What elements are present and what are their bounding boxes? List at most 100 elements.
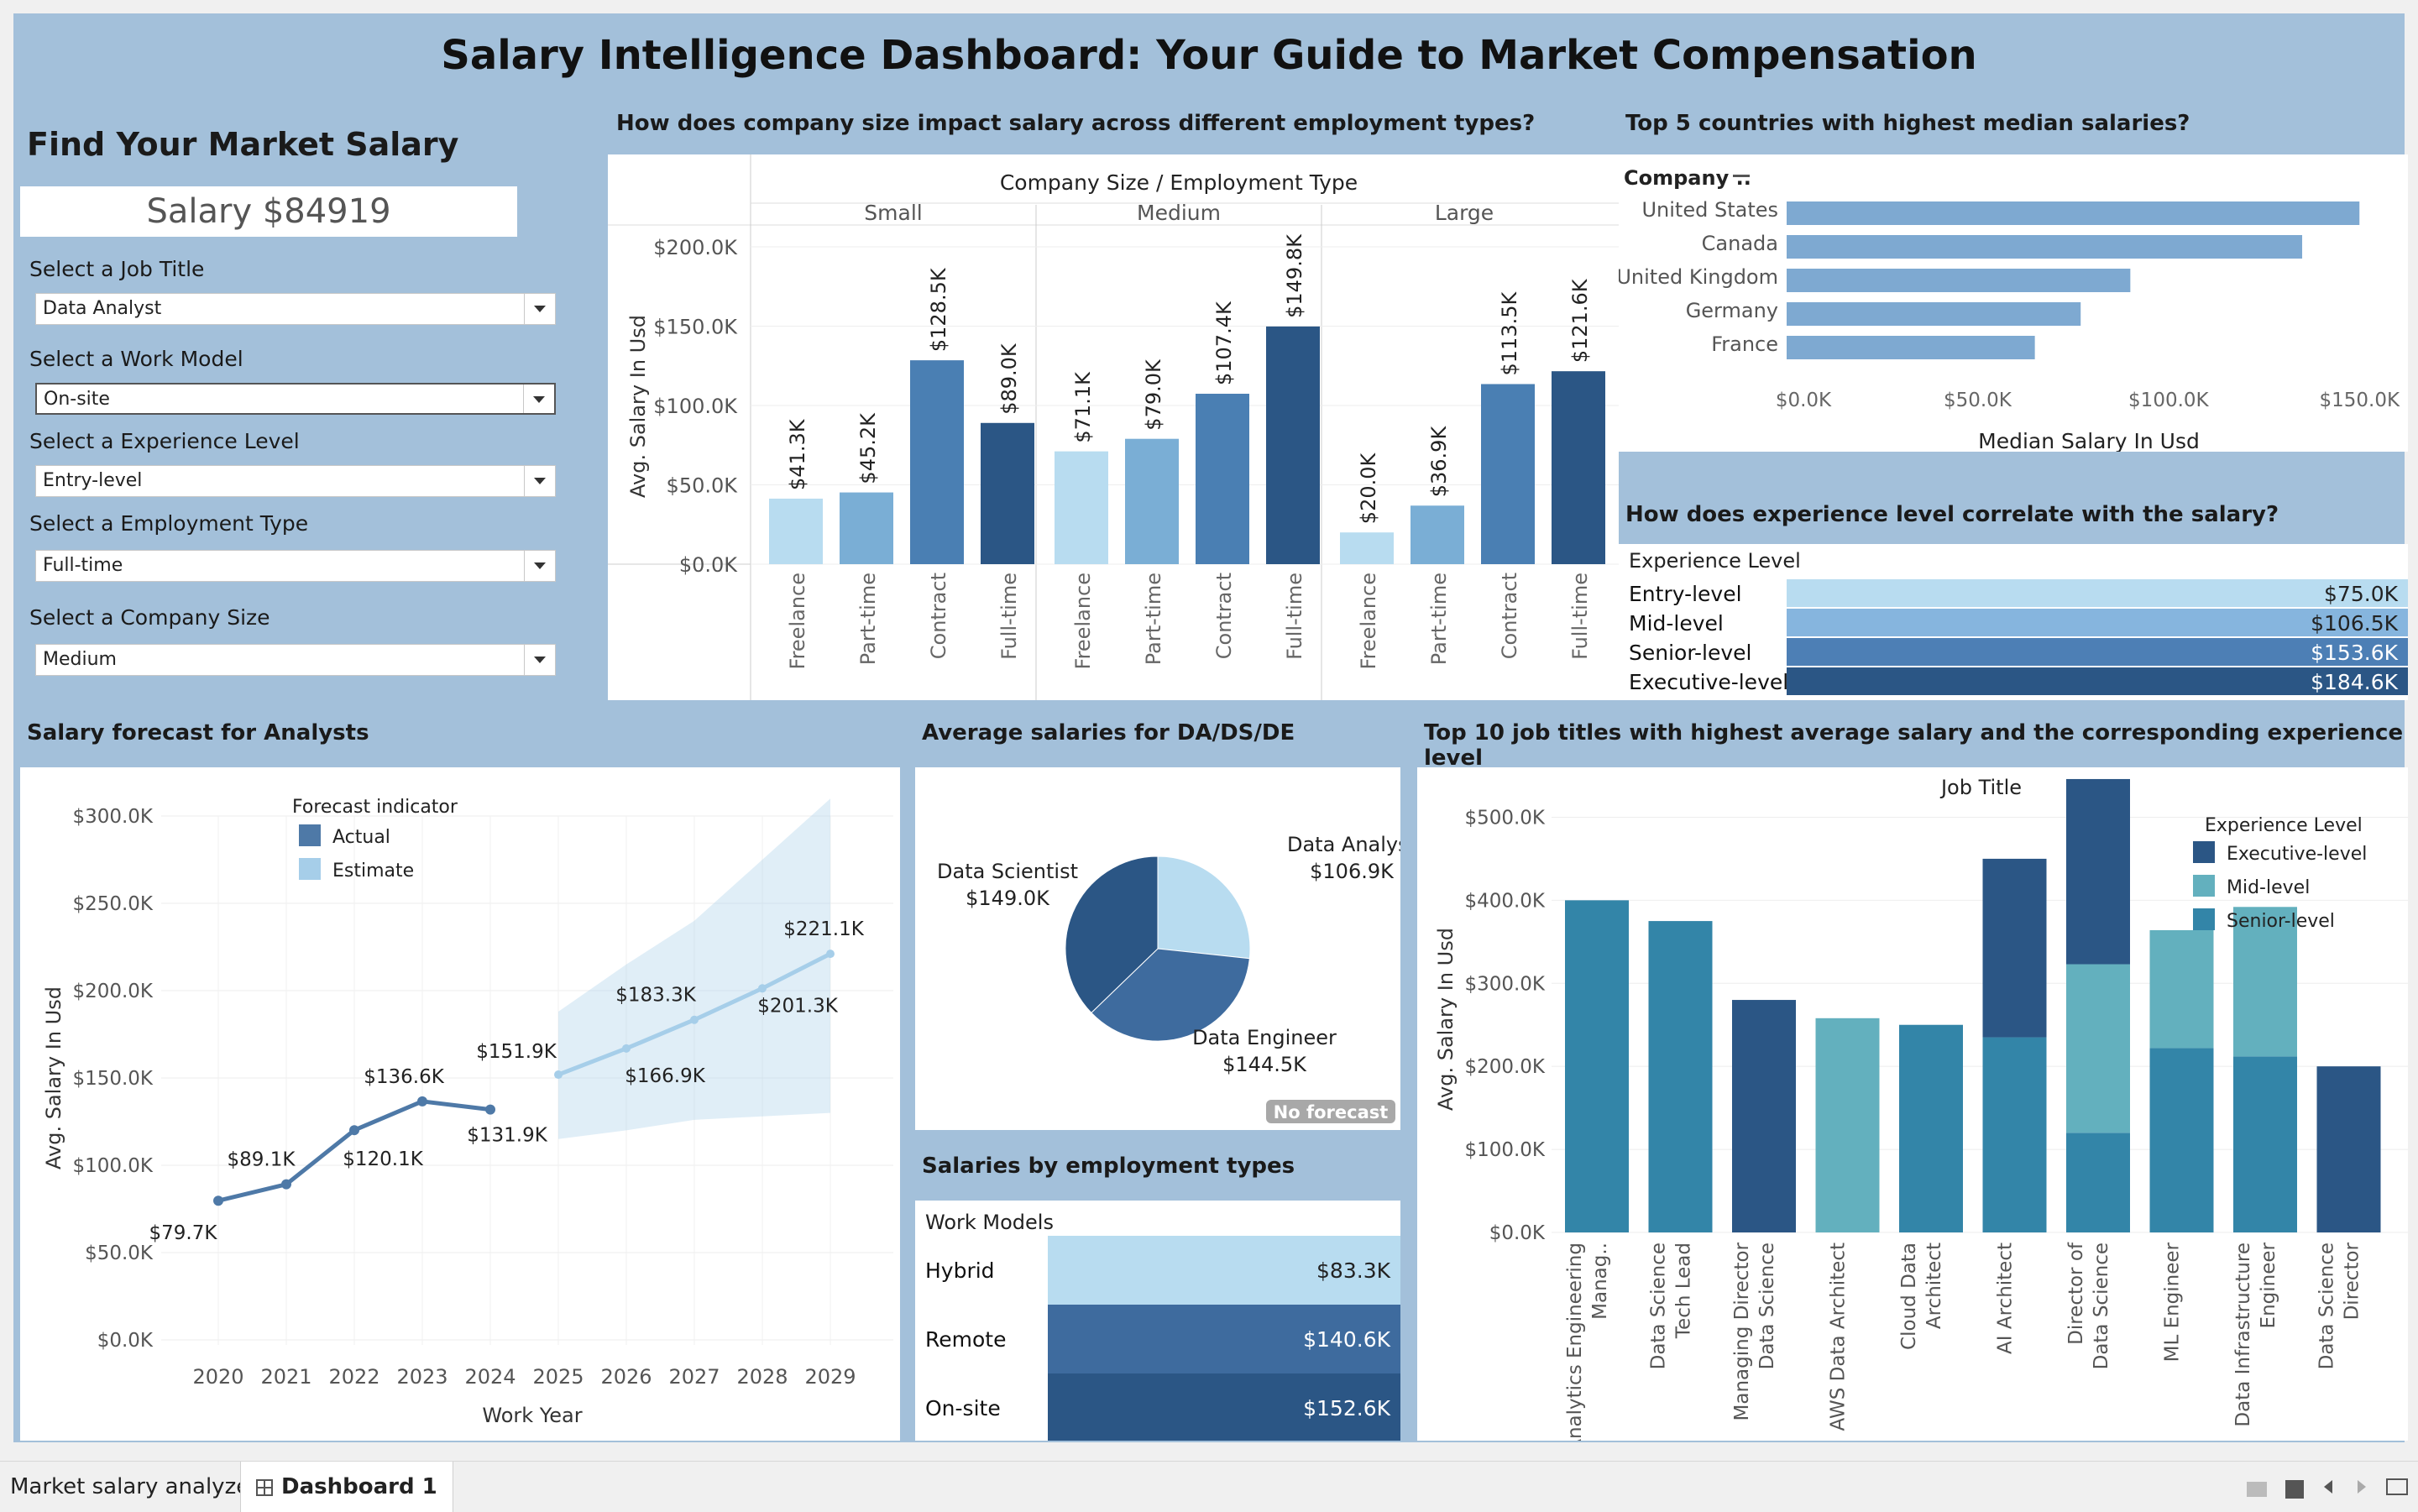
y-tick-label: $150.0K xyxy=(653,316,738,339)
work-models-chart: Work Models Hybrid $83.3K Remote $140.6K On-s… xyxy=(925,1211,1400,1442)
x-tick-label: Data Science xyxy=(1648,1243,1670,1369)
x-tick-label: $0.0K xyxy=(1776,390,1832,411)
bar xyxy=(1340,532,1394,564)
country-label: France xyxy=(1711,332,1778,356)
employment-type-value: Full-time xyxy=(43,555,123,576)
company-size-question: How does company size impact salary acro… xyxy=(616,111,1536,136)
slice-label: Data Scientist xyxy=(937,860,1078,883)
work-model-dropdown[interactable]: On-site xyxy=(35,383,556,415)
actual-point xyxy=(417,1096,427,1107)
tab-label: Market salary analyzer xyxy=(10,1474,259,1499)
filter-heading: Find Your Market Salary xyxy=(27,126,459,163)
x-tick-label: Manag.. xyxy=(1589,1243,1611,1320)
bar-data-label: $41.3K xyxy=(786,418,809,490)
next-arrow-icon[interactable] xyxy=(2358,1480,2366,1494)
chevron-down-icon[interactable] xyxy=(524,294,555,324)
estimate-data-label: $221.1K xyxy=(783,918,864,940)
x-tick-label: ML Engineer xyxy=(2162,1242,2184,1362)
country-label: Canada xyxy=(1702,232,1778,255)
actual-data-label: $120.1K xyxy=(343,1148,423,1170)
actual-point xyxy=(349,1125,359,1136)
employment-type-dropdown[interactable]: Full-time xyxy=(35,550,556,582)
work-model-label: Select a Work Model xyxy=(29,347,243,371)
layout-icon[interactable] xyxy=(2247,1482,2267,1497)
x-tick-label: AI Architect xyxy=(1995,1243,2017,1354)
x-tick-label: 2027 xyxy=(668,1365,720,1389)
x-tick-label: Freelance xyxy=(1071,573,1095,669)
x-tick-label: Director xyxy=(2342,1242,2363,1320)
x-tick-label: Cloud Data xyxy=(1898,1243,1920,1350)
bar xyxy=(1055,451,1108,564)
experience-dropdown[interactable]: Entry-level xyxy=(35,465,556,497)
y-tick-label: $0.0K xyxy=(679,553,738,577)
tab-market-salary-analyzer[interactable]: Market salary analyzer xyxy=(10,1462,259,1512)
y-tick-label: $0.0K xyxy=(1489,1222,1546,1244)
x-tick-label: Contract xyxy=(1498,573,1521,659)
bar-segment xyxy=(2066,778,2130,965)
chevron-down-icon[interactable] xyxy=(524,551,555,581)
bar-segment xyxy=(2149,929,2214,1049)
pie-slice xyxy=(1091,948,1250,1042)
filter-panel: Find Your Market Salary Salary $84919 Se… xyxy=(13,114,601,693)
x-tick-label: $150.0K xyxy=(2319,390,2400,411)
top10-chart: Job Title $500.0K $400.0K $300.0K $200.0K $10… xyxy=(1434,776,2408,1452)
bar-data-label: $79.0K xyxy=(1142,358,1165,431)
x-tick-label: $50.0K xyxy=(1944,390,2012,411)
x-tick-label: Director of xyxy=(2065,1242,2087,1345)
y-tick-label: $300.0K xyxy=(72,806,153,828)
row-label: Senior-level xyxy=(1629,641,1751,665)
y-tick-label: $100.0K xyxy=(72,1155,153,1177)
x-tick-label: Data Infrastructure xyxy=(2232,1243,2254,1427)
prev-arrow-icon[interactable] xyxy=(2324,1480,2332,1494)
bar xyxy=(1787,269,2131,292)
column-header: Experience Level xyxy=(1629,549,1801,573)
tab-label: Dashboard 1 xyxy=(281,1474,437,1499)
top10-chart-panel: Job Title $500.0K $400.0K $300.0K $200.0K $10… xyxy=(1417,767,2408,1452)
tab-dashboard-1[interactable]: Dashboard 1 xyxy=(240,1462,453,1512)
present-icon[interactable] xyxy=(2285,1480,2304,1499)
employment-type-label: Select a Employment Type xyxy=(29,511,309,536)
x-tick-label: Part-time xyxy=(1142,573,1165,665)
salary-value: Salary $84919 xyxy=(146,192,391,231)
bar xyxy=(840,492,893,564)
top10-question: Top 10 job titles with highest average s… xyxy=(1424,720,2404,771)
actual-point xyxy=(213,1195,223,1206)
x-tick-label: 2029 xyxy=(804,1365,856,1389)
chevron-down-icon[interactable] xyxy=(523,385,554,413)
company-size-dropdown[interactable]: Medium xyxy=(35,644,556,676)
bar xyxy=(1787,302,2081,326)
bar xyxy=(1196,394,1249,564)
experience-question: How does experience level correlate with… xyxy=(1625,502,2279,527)
chevron-down-icon[interactable] xyxy=(524,645,555,675)
company-size-value: Medium xyxy=(43,649,117,670)
row-value: $75.0K xyxy=(2324,582,2399,606)
chart-header: Job Title xyxy=(1939,776,2022,799)
bar xyxy=(1787,235,2303,259)
x-tick-label: Contract xyxy=(1212,573,1236,659)
x-tick-label: Part-time xyxy=(1427,573,1451,665)
estimate-point xyxy=(758,984,767,993)
job-title-dropdown[interactable]: Data Analyst xyxy=(35,293,556,325)
x-tick-label: 2028 xyxy=(736,1365,788,1389)
row-value: $106.5K xyxy=(2311,611,2398,636)
bar xyxy=(1410,505,1464,564)
company-size-chart: Company Size / Employment Type Avg. Salar… xyxy=(608,154,1619,700)
x-tick-label: Contract xyxy=(927,573,950,659)
estimate-point xyxy=(690,1015,699,1024)
bar-segment xyxy=(1982,1037,2047,1232)
bar xyxy=(1481,384,1535,564)
bar xyxy=(1266,326,1320,564)
sheet-tab-bar: Market salary analyzer Dashboard 1 xyxy=(0,1461,2418,1512)
estimate-point xyxy=(622,1044,631,1053)
x-tick-label: Freelance xyxy=(1357,573,1380,669)
work-models-panel: Work Models Hybrid $83.3K Remote $140.6K On-s… xyxy=(915,1201,1400,1442)
pie-question: Average salaries for DA/DS/DE xyxy=(922,720,1295,746)
presentation-mode-icon[interactable] xyxy=(2386,1478,2408,1495)
bar-segment xyxy=(1982,858,2047,1038)
country-label: United States xyxy=(1641,198,1778,222)
forecast-question: Salary forecast for Analysts xyxy=(27,720,369,746)
chevron-down-icon[interactable] xyxy=(524,466,555,496)
slice-value: $149.0K xyxy=(966,887,1050,910)
company-size-label: Select a Company Size xyxy=(29,605,270,630)
y-tick-label: $100.0K xyxy=(653,395,738,418)
